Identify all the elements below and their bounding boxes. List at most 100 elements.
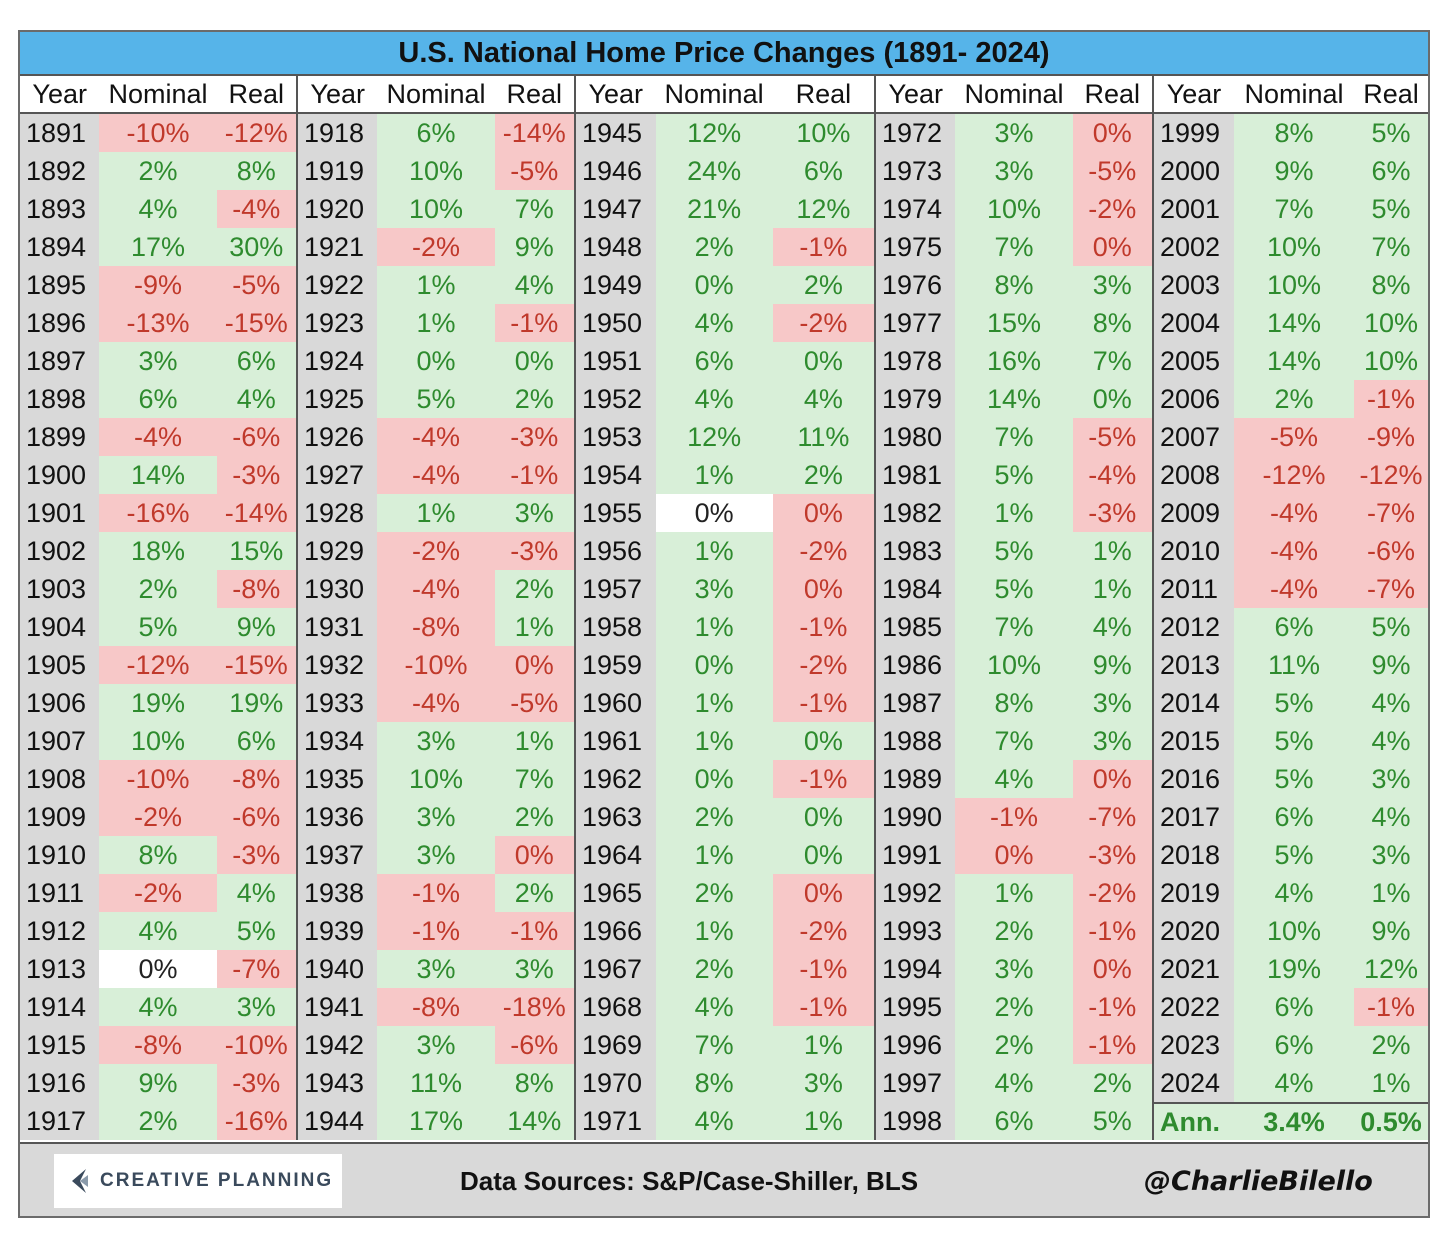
real-change-cell: 6% [772,152,875,190]
year-cell: 1990 [876,798,956,836]
nominal-change-cell: -4% [377,684,495,722]
year-cell: 2013 [1154,646,1234,684]
nominal-change-cell: -4% [1234,532,1354,570]
real-change-cell: 0% [1072,114,1152,152]
year-cell: 2005 [1154,342,1234,380]
nominal-change-cell: 6% [655,342,773,380]
nominal-change-cell: 3% [377,722,495,760]
real-change-cell: 3% [772,1064,875,1102]
table-row: 1984 5% 1% [876,570,1152,608]
table-row: 1909 -2% -6% [20,798,296,836]
year-cell: 1953 [576,418,656,456]
table-row: 1918 6% -14% [298,114,574,152]
nominal-change-cell: -4% [1234,494,1354,532]
nominal-change-cell: 2% [655,950,773,988]
year-cell: 1993 [876,912,956,950]
header-group: Year Nominal Real [576,76,876,112]
year-cell: 1941 [298,988,378,1026]
nominal-change-cell: 4% [1234,1064,1354,1102]
real-change-cell: 2% [494,874,574,912]
real-change-cell: -15% [216,304,296,342]
table-row: 2014 5% 4% [1154,684,1428,722]
year-cell: 1972 [876,114,956,152]
real-change-cell: 8% [1354,266,1428,304]
table-row: 1976 8% 3% [876,266,1152,304]
nominal-change-cell: -2% [377,532,495,570]
table-row: 1897 3% 6% [20,342,296,380]
nominal-change-cell: 1% [655,722,773,760]
year-cell: 1899 [20,418,100,456]
table-row: 2007 -5% -9% [1154,418,1428,456]
nominal-change-cell: 2% [99,570,217,608]
real-change-cell: 2% [494,798,574,836]
table-row: 1895 -9% -5% [20,266,296,304]
real-change-cell: 4% [1072,608,1152,646]
real-change-cell: -7% [216,950,296,988]
column-header: Nominal [964,78,1064,109]
real-change-cell: 4% [772,380,875,418]
nominal-change-cell: 14% [99,456,217,494]
table-row: 1932 -10% 0% [298,646,574,684]
table-row: 1901 -16% -14% [20,494,296,532]
table-row: 2017 6% 4% [1154,798,1428,836]
year-cell: 1925 [298,380,378,418]
year-cell: 2009 [1154,494,1234,532]
real-change-cell: -3% [1072,494,1152,532]
real-change-cell: 0% [494,342,574,380]
column-header: Nominal [664,78,764,109]
nominal-change-cell: 1% [655,608,773,646]
column-header: Year [32,78,87,109]
nominal-change-cell: 1% [655,456,773,494]
table-row: 1950 4% -2% [576,304,875,342]
nominal-change-cell: 10% [377,760,495,798]
table-row: 1942 3% -6% [298,1026,574,1064]
year-cell: 1926 [298,418,378,456]
column-header: Year [310,78,365,109]
nominal-change-cell: 5% [955,532,1073,570]
nominal-change-cell: -5% [1234,418,1354,456]
real-change-cell: 9% [1354,646,1428,684]
year-cell: 1898 [20,380,100,418]
nominal-change-cell: 10% [1234,266,1354,304]
nominal-change-cell: -10% [377,646,495,684]
table-row: 2023 6% 2% [1154,1026,1428,1064]
table-row: 1924 0% 0% [298,342,574,380]
year-cell: 1960 [576,684,656,722]
year-cell: 1988 [876,722,956,760]
nominal-change-cell: 14% [955,380,1073,418]
nominal-change-cell: 8% [955,684,1073,722]
table-row: 1958 1% -1% [576,608,875,646]
year-cell: 1967 [576,950,656,988]
real-change-cell: 0% [1072,380,1152,418]
real-change-cell: 0% [1072,228,1152,266]
real-change-cell: 0% [494,836,574,874]
year-cell: 1917 [20,1102,100,1140]
real-change-cell: -5% [1072,418,1152,456]
year-cell: 1976 [876,266,956,304]
nominal-change-cell: 5% [99,608,217,646]
chart-title: U.S. National Home Price Changes (1891- … [20,32,1428,76]
nominal-change-cell: 3% [377,1026,495,1064]
year-cell: 2018 [1154,836,1234,874]
creative-planning-logo-icon [72,1169,88,1193]
real-change-cell: 5% [216,912,296,950]
nominal-change-cell: 1% [955,494,1073,532]
nominal-change-cell: 6% [377,114,495,152]
real-change-cell: -3% [494,418,574,456]
year-cell: 1932 [298,646,378,684]
real-change-cell: -3% [494,532,574,570]
nominal-change-cell: 18% [99,532,217,570]
header-group: Year Nominal Real [876,76,1154,112]
nominal-change-cell: -2% [99,798,217,836]
nominal-change-cell: 17% [99,228,217,266]
table-row: 1997 4% 2% [876,1064,1152,1102]
logo-text: CREATIVE PLANNING [100,1170,334,1191]
nominal-change-cell: 4% [99,988,217,1026]
real-change-cell: -1% [494,912,574,950]
year-cell: 1895 [20,266,100,304]
nominal-change-cell: 9% [1234,152,1354,190]
table-row: 1968 4% -1% [576,988,875,1026]
real-change-cell: 1% [1354,874,1428,912]
table-row: 1898 6% 4% [20,380,296,418]
year-cell: 2002 [1154,228,1234,266]
